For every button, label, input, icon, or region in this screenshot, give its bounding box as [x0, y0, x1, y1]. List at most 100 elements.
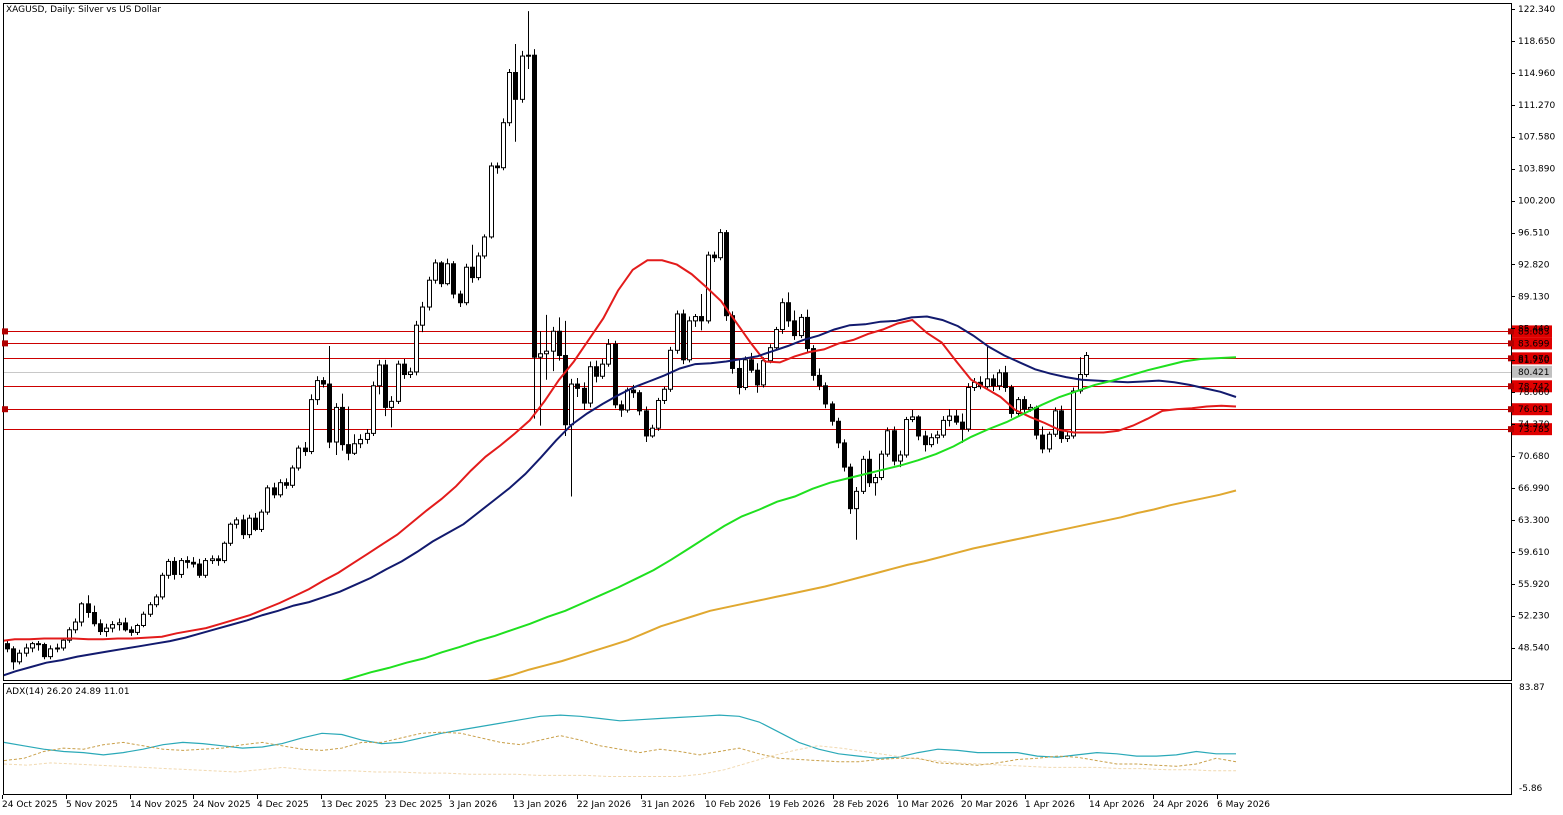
candle-bull: [396, 363, 401, 402]
candle-bull: [650, 427, 655, 437]
candle-bull: [104, 627, 109, 633]
candle-bear: [836, 420, 841, 444]
candle-bear: [823, 385, 828, 405]
candle-bear: [451, 263, 456, 295]
candle-bear: [346, 444, 351, 454]
price-tag-marker: [1508, 328, 1514, 335]
time-tick-label: 20 Mar 2026: [961, 800, 1018, 810]
candle-bull: [154, 596, 159, 606]
price-axis: 122.340 118.650 114.960 111.270 107.580 103.8…: [1511, 5, 1555, 654]
candle-bull: [662, 388, 667, 401]
candle-bull: [110, 624, 115, 629]
candle-bull: [296, 447, 301, 469]
candle-bull: [464, 266, 469, 304]
adx-lines: [3, 714, 1237, 777]
candle-bull: [358, 438, 363, 445]
candle-bull: [929, 437, 934, 446]
candle-bull: [761, 360, 766, 386]
candle-bull: [135, 624, 140, 633]
candle-bear: [842, 442, 847, 468]
candle-bull: [489, 165, 494, 238]
candle-bull: [606, 343, 611, 365]
price-tick-label: 89.130: [1518, 292, 1550, 302]
candle-bear: [216, 558, 221, 562]
level-marker: [2, 406, 8, 413]
candle-bull: [247, 517, 252, 536]
time-tick-label: 24 Nov 2025: [193, 800, 251, 810]
candle-bull: [377, 364, 382, 387]
candle-bear: [830, 403, 835, 422]
candle-bull: [947, 415, 952, 421]
candle-bear: [954, 415, 959, 423]
candle-bear: [1003, 372, 1008, 389]
candle-bear: [42, 644, 47, 658]
time-tick-label: 14 Nov 2025: [130, 800, 188, 810]
candle-bull: [476, 255, 481, 279]
price-tick-label: 74.370: [1518, 420, 1550, 430]
candle-bull: [352, 443, 357, 454]
candle-bear: [327, 383, 332, 443]
candle-bull: [904, 419, 909, 456]
candle-bear: [699, 316, 704, 322]
candle-bear: [123, 622, 128, 631]
candle-bull: [588, 366, 593, 404]
price-tags: 85.083 83.699 81.970 78.742 76.091 73.785 80.4…: [1508, 325, 1552, 436]
time-tick-label: 13 Jan 2026: [513, 800, 567, 810]
price-tag: [1512, 325, 1552, 338]
adx-indicator-pane: [3, 683, 1512, 795]
candle-bull: [544, 350, 549, 355]
time-tick-label: 24 Apr 2026: [1153, 800, 1209, 810]
adx-bottom-label: -5.86: [1519, 784, 1543, 794]
candle-bear: [11, 648, 16, 663]
price-tick-label: 63.300: [1518, 516, 1550, 526]
candle-bull: [1071, 390, 1076, 437]
candle-bear: [557, 330, 562, 356]
candle-bull: [879, 453, 884, 479]
candle-bull: [854, 490, 859, 510]
time-tick-label: 13 Dec 2025: [321, 800, 379, 810]
price-tag-label: 85.083: [1518, 327, 1550, 337]
candle-bull: [309, 399, 314, 453]
candle-bull: [315, 380, 320, 401]
price-tag: [1512, 423, 1552, 436]
current-price-tag: [1512, 365, 1552, 378]
price-tick-label: 59.610: [1518, 548, 1550, 558]
price-tag: [1512, 352, 1552, 365]
current-price-label: 80.421: [1518, 368, 1550, 378]
candle-bull: [675, 313, 680, 351]
adx-label: ADX(14) 26.20 24.89 11.01: [6, 687, 130, 697]
time-tick-label: 28 Feb 2026: [833, 800, 889, 810]
candle-bull: [780, 302, 785, 331]
candle-bull: [600, 363, 605, 377]
adx-main-line: [3, 714, 1236, 759]
candle-bull: [873, 477, 878, 484]
candle-bear: [36, 643, 41, 646]
candle-bull: [898, 454, 903, 462]
price-tag-marker: [1508, 406, 1514, 413]
candle-bear: [582, 387, 587, 404]
candle-bull: [179, 560, 184, 575]
candle-bear: [1022, 399, 1027, 410]
ma-long-line: [487, 489, 1237, 680]
time-tick-label: 4 Dec 2025: [257, 800, 309, 810]
chart-title: XAGUSD, Daily: Silver vs US Dollar: [6, 5, 161, 15]
adx-minus-di-line: [3, 745, 1236, 777]
candle-bull: [48, 648, 53, 658]
candle-bull: [935, 434, 940, 439]
ma-fast-line: [4, 259, 1237, 642]
candle-bull: [569, 383, 574, 426]
candle-bull: [507, 72, 512, 124]
candle-bear: [848, 466, 853, 510]
candle-bull: [885, 430, 890, 455]
price-tick-label: 52.230: [1518, 612, 1550, 622]
candle-bull: [67, 629, 72, 641]
price-tick-label: 118.650: [1518, 37, 1555, 47]
candle-bull: [910, 416, 915, 421]
candle-bull: [997, 372, 1002, 387]
candle-bull: [414, 324, 419, 373]
candle-bear: [513, 72, 518, 100]
candle-bull: [427, 279, 432, 308]
moving-averages: [4, 259, 1237, 680]
candle-bear: [86, 603, 91, 614]
price-tick-label: 55.920: [1518, 580, 1550, 590]
